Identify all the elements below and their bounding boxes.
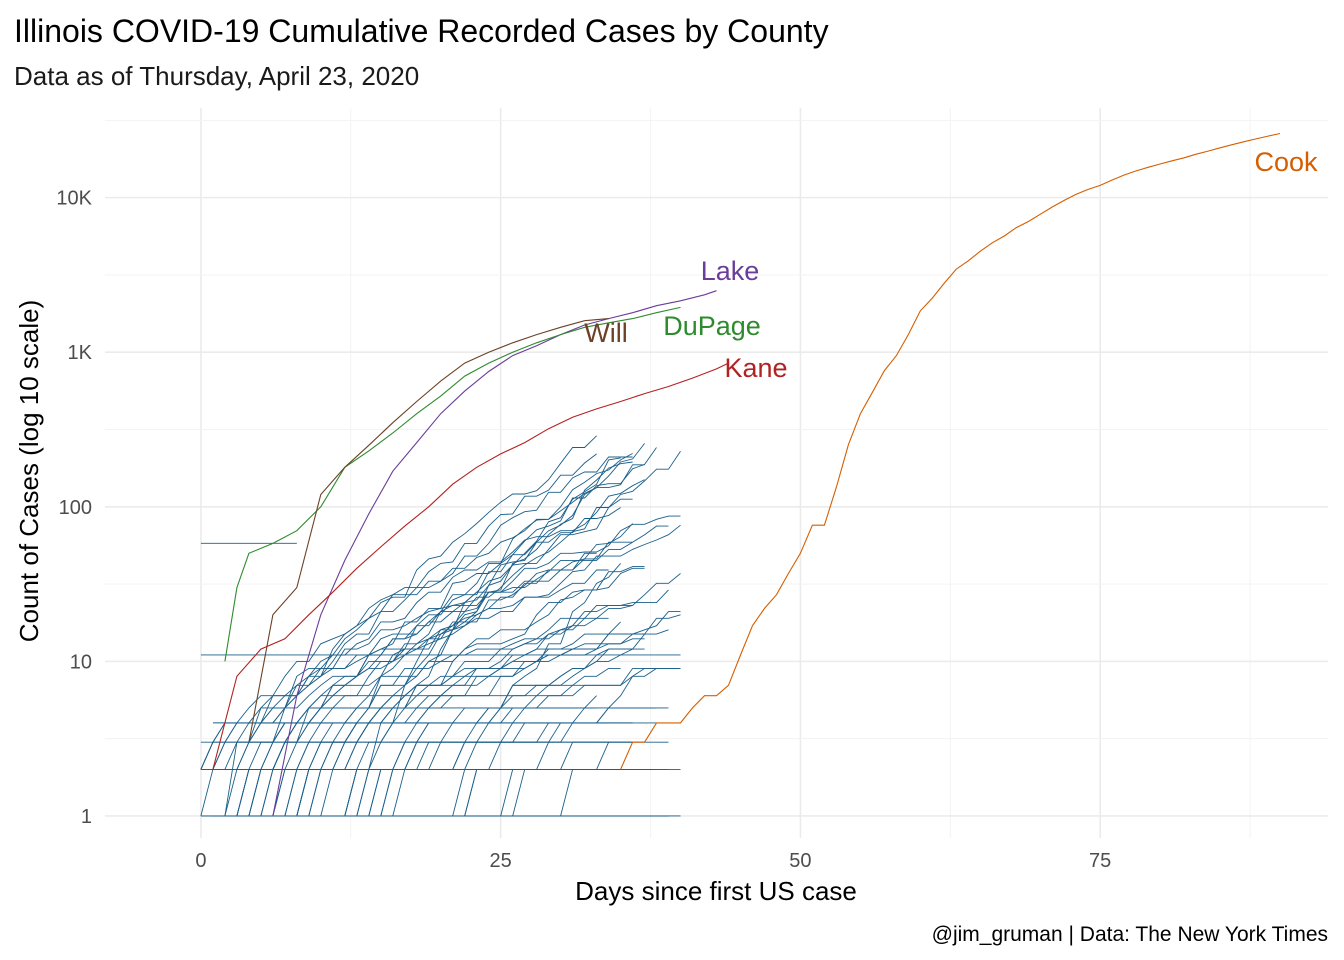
other-county-lines <box>200 435 681 817</box>
x-axis-title: Days since first US case <box>575 876 857 906</box>
county-line <box>200 741 633 770</box>
county-line <box>272 768 621 817</box>
county-line-lake <box>272 290 717 817</box>
chart-title: Illinois COVID-19 Cumulative Recorded Ca… <box>14 13 829 49</box>
county-line <box>212 453 597 817</box>
y-tick-label: 1K <box>68 342 93 364</box>
series-label-kane: Kane <box>724 353 787 383</box>
y-axis-title: Count of Cases (log 10 scale) <box>14 300 44 643</box>
county-line <box>320 443 645 817</box>
x-axis-ticks: 0 25 50 75 <box>195 850 1111 872</box>
county-line <box>212 569 609 770</box>
highlighted-county-lines: Cook Lake DuPage Will Kane <box>212 132 1318 817</box>
series-label-dupage: DuPage <box>663 311 761 341</box>
county-line-dupage <box>224 306 681 662</box>
county-line <box>200 552 597 770</box>
county-line <box>212 614 681 817</box>
county-line <box>248 447 657 817</box>
county-line <box>452 563 621 817</box>
county-line <box>224 768 609 817</box>
county-line <box>200 768 657 817</box>
county-line <box>356 638 645 743</box>
county-line <box>308 741 669 817</box>
grid-lines <box>105 108 1328 838</box>
county-line <box>272 525 669 770</box>
county-line <box>296 648 633 817</box>
county-line <box>200 456 633 817</box>
chart-caption: @jim_gruman | Data: The New York Times <box>932 923 1328 946</box>
chart-subtitle: Data as of Thursday, April 23, 2020 <box>14 61 419 91</box>
y-tick-label: 1 <box>81 806 92 828</box>
x-tick-label: 75 <box>1089 850 1111 872</box>
county-line <box>272 604 633 817</box>
x-tick-label: 0 <box>195 850 206 872</box>
county-line <box>296 453 633 817</box>
county-line-cook <box>620 132 1281 770</box>
county-line-kane <box>212 362 729 770</box>
x-tick-label: 50 <box>789 850 811 872</box>
county-line <box>356 457 621 817</box>
y-tick-label: 10K <box>56 188 92 210</box>
county-line <box>224 741 633 770</box>
county-line <box>284 611 681 817</box>
series-label-lake: Lake <box>701 256 760 286</box>
county-line <box>248 707 657 817</box>
county-line <box>260 742 610 817</box>
county-line-will <box>248 318 609 743</box>
county-line <box>236 707 669 724</box>
county-line <box>224 435 597 817</box>
county-line <box>200 464 645 770</box>
x-tick-label: 25 <box>490 850 512 872</box>
county-line <box>380 768 597 817</box>
county-line <box>224 567 645 817</box>
county-line <box>224 667 621 770</box>
county-line <box>440 707 597 817</box>
county-line <box>296 450 681 817</box>
county-line <box>248 479 645 743</box>
series-label-cook: Cook <box>1254 147 1318 177</box>
county-line <box>200 515 681 770</box>
county-line <box>224 523 633 817</box>
y-axis-ticks: 1 10 100 1K 10K <box>56 188 92 828</box>
county-line <box>200 722 609 743</box>
series-label-will: Will <box>584 318 627 348</box>
y-tick-label: 100 <box>59 497 92 519</box>
county-line <box>272 507 621 770</box>
county-line <box>248 524 681 770</box>
y-tick-label: 10 <box>70 651 92 673</box>
